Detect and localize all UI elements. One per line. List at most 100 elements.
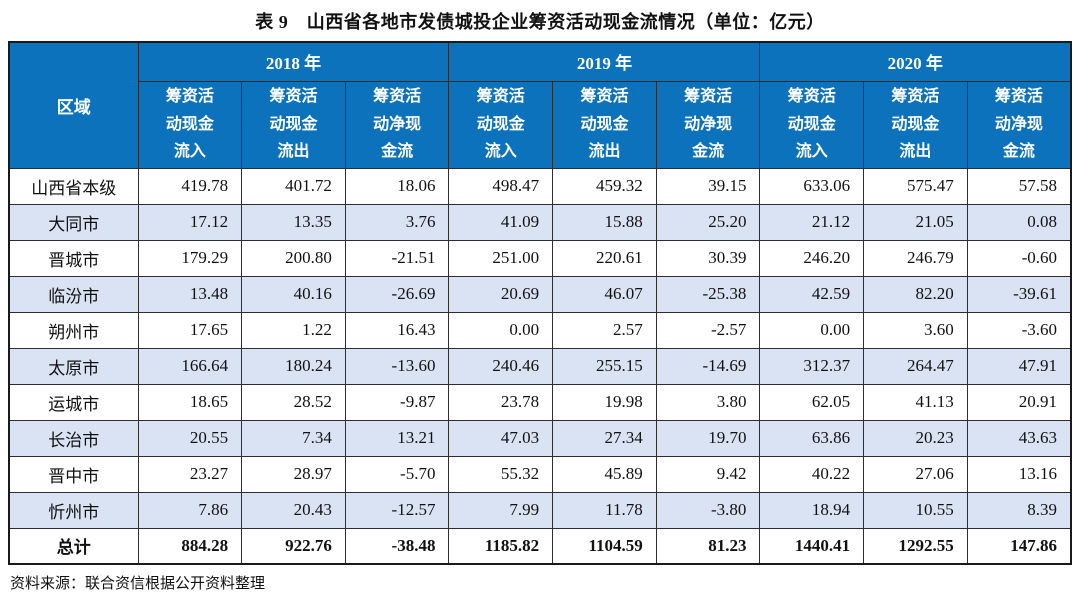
value-cell: -9.87 — [344, 383, 450, 421]
subcol-2020-inflow: 筹资活 动现金 流入 — [759, 80, 865, 169]
value-cell: 246.20 — [759, 239, 865, 277]
value-cell: 0.08 — [966, 203, 1072, 241]
value-cell: 312.37 — [759, 347, 865, 385]
value-cell: 47.91 — [966, 347, 1072, 385]
value-cell: 17.12 — [137, 203, 243, 241]
value-cell: -39.61 — [966, 275, 1072, 313]
value-cell: 19.70 — [655, 419, 761, 457]
value-cell: 20.23 — [863, 419, 968, 457]
table-row: 临汾市 13.48 40.16 -26.69 20.69 46.07 -25.38 42.59… — [8, 275, 1072, 313]
table-title: 表 9 山西省各地市发债城投企业筹资活动现金流情况（单位：亿元） — [255, 12, 825, 32]
value-cell: 1185.82 — [448, 527, 554, 565]
value-cell: 3.80 — [655, 383, 761, 421]
value-cell: -26.69 — [344, 275, 450, 313]
value-cell: 13.48 — [137, 275, 243, 313]
value-cell: 166.64 — [137, 347, 243, 385]
value-cell: 18.94 — [759, 491, 865, 529]
year-group-2018: 2018 年 — [137, 41, 450, 82]
region-cell: 山西省本级 — [8, 167, 139, 205]
value-cell: 82.20 — [863, 275, 968, 313]
value-cell: 42.59 — [759, 275, 865, 313]
value-cell: 63.86 — [759, 419, 865, 457]
value-cell: 180.24 — [241, 347, 346, 385]
region-cell: 运城市 — [8, 383, 139, 421]
value-cell: -2.57 — [655, 311, 761, 349]
subcol-2019-inflow: 筹资活 动现金 流入 — [448, 80, 554, 169]
value-cell: 16.43 — [344, 311, 450, 349]
value-cell: 3.76 — [344, 203, 450, 241]
subcol-2018-outflow: 筹资活 动现金 流出 — [241, 80, 346, 169]
subcolumn-header-row: 筹资活 动现金 流入 筹资活 动现金 流出 筹资活 动净现 金流 筹资活 动现金… — [9, 80, 1072, 169]
value-cell: 1292.55 — [863, 527, 968, 565]
value-cell: 10.55 — [863, 491, 968, 529]
value-cell: 13.35 — [241, 203, 346, 241]
region-cell: 长治市 — [8, 419, 139, 457]
value-cell: 200.80 — [241, 239, 346, 277]
value-cell: 39.15 — [655, 167, 761, 205]
region-column-header: 区域 — [8, 41, 139, 169]
subcol-2020-net: 筹资活 动净现 金流 — [966, 80, 1072, 169]
value-cell: 62.05 — [759, 383, 865, 421]
value-cell: 18.06 — [344, 167, 450, 205]
value-cell: 21.05 — [863, 203, 968, 241]
value-cell: -14.69 — [655, 347, 761, 385]
year-group-2020: 2020 年 — [759, 41, 1072, 82]
value-cell: 459.32 — [552, 167, 657, 205]
value-cell: 7.99 — [448, 491, 554, 529]
value-cell: 13.16 — [966, 455, 1072, 493]
value-cell: 13.21 — [344, 419, 450, 457]
total-label-cell: 总计 — [8, 527, 139, 565]
subcol-2018-inflow: 筹资活 动现金 流入 — [137, 80, 243, 169]
value-cell: 922.76 — [241, 527, 346, 565]
value-cell: 1104.59 — [552, 527, 657, 565]
subcol-2018-net: 筹资活 动净现 金流 — [344, 80, 450, 169]
value-cell: 47.03 — [448, 419, 554, 457]
value-cell: 575.47 — [863, 167, 968, 205]
value-cell: 46.07 — [552, 275, 657, 313]
value-cell: 20.69 — [448, 275, 554, 313]
table-row: 太原市 166.64 180.24 -13.60 240.46 255.15 -14.69 3… — [8, 347, 1072, 385]
value-cell: 41.13 — [863, 383, 968, 421]
region-cell: 晋中市 — [8, 455, 139, 493]
subcol-2020-outflow: 筹资活 动现金 流出 — [863, 80, 968, 169]
value-cell: 25.20 — [655, 203, 761, 241]
value-cell: -3.80 — [655, 491, 761, 529]
subcol-2019-outflow: 筹资活 动现金 流出 — [552, 80, 657, 169]
value-cell: 18.65 — [137, 383, 243, 421]
table-row: 晋中市 23.27 28.97 -5.70 55.32 45.89 9.42 40.22 27.… — [8, 455, 1072, 493]
table-row: 大同市 17.12 13.35 3.76 41.09 15.88 25.20 21.12 21.… — [8, 203, 1072, 241]
value-cell: 7.34 — [241, 419, 346, 457]
value-cell: 81.23 — [655, 527, 761, 565]
value-cell: 27.06 — [863, 455, 968, 493]
value-cell: 2.57 — [552, 311, 657, 349]
value-cell: -21.51 — [344, 239, 450, 277]
value-cell: 15.88 — [552, 203, 657, 241]
value-cell: -38.48 — [344, 527, 450, 565]
region-cell: 临汾市 — [8, 275, 139, 313]
value-cell: 3.60 — [863, 311, 968, 349]
value-cell: 220.61 — [552, 239, 657, 277]
value-cell: -0.60 — [966, 239, 1072, 277]
value-cell: -12.57 — [344, 491, 450, 529]
region-cell: 太原市 — [8, 347, 139, 385]
value-cell: -5.70 — [344, 455, 450, 493]
table-row: 山西省本级 419.78 401.72 18.06 498.47 459.32 39.15 6… — [8, 167, 1072, 205]
value-cell: -25.38 — [655, 275, 761, 313]
value-cell: 17.65 — [137, 311, 243, 349]
value-cell: -3.60 — [966, 311, 1072, 349]
total-row: 总计 884.28 922.76 -38.48 1185.82 1104.59 81.23 1… — [8, 527, 1072, 565]
value-cell: 40.22 — [759, 455, 865, 493]
value-cell: 23.27 — [137, 455, 243, 493]
value-cell: 45.89 — [552, 455, 657, 493]
value-cell: 401.72 — [241, 167, 346, 205]
value-cell: 633.06 — [759, 167, 865, 205]
value-cell: 27.34 — [552, 419, 657, 457]
value-cell: 9.42 — [655, 455, 761, 493]
region-cell: 忻州市 — [8, 491, 139, 529]
value-cell: 1440.41 — [759, 527, 865, 565]
value-cell: 0.00 — [759, 311, 865, 349]
table-body: 山西省本级 419.78 401.72 18.06 498.47 459.32 39.15 6… — [8, 167, 1072, 565]
table-row: 运城市 18.65 28.52 -9.87 23.78 19.98 3.80 62.05 41.… — [8, 383, 1072, 421]
table-row: 忻州市 7.86 20.43 -12.57 7.99 11.78 -3.80 18.94 10.… — [8, 491, 1072, 529]
